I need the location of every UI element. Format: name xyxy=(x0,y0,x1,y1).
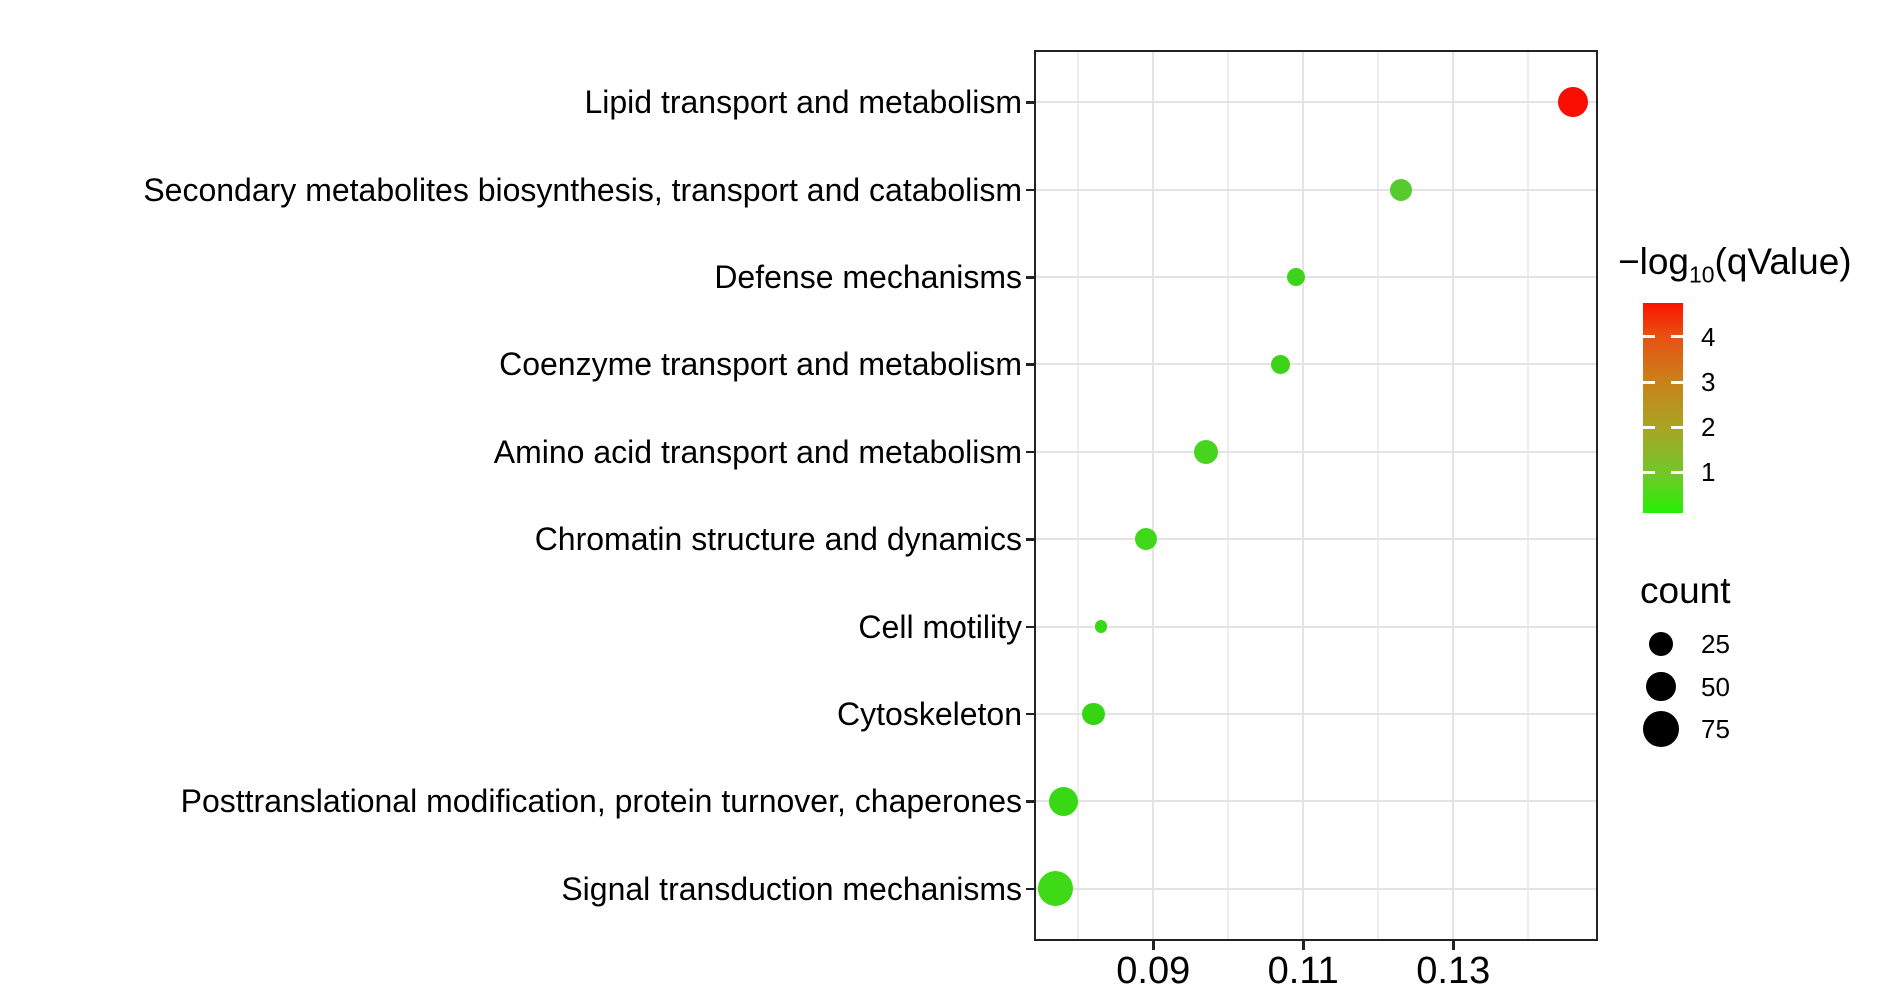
gridline-x-minor xyxy=(1227,52,1230,939)
size-legend-label: 25 xyxy=(1701,629,1730,659)
y-axis-tick-mark xyxy=(1026,712,1034,716)
gridline-y-major xyxy=(1036,625,1596,628)
colorbar-tick-mark xyxy=(1671,470,1683,474)
category-label: Amino acid transport and metabolism xyxy=(493,433,1022,470)
data-point-bubble xyxy=(1081,702,1105,726)
colorbar-tick-mark xyxy=(1671,335,1683,339)
size-legend-label: 75 xyxy=(1701,714,1730,744)
x-axis-tick-label: 0.13 xyxy=(1416,950,1491,992)
gridline-y-major xyxy=(1036,887,1596,890)
gridline-y-major xyxy=(1036,101,1596,104)
data-point-bubble xyxy=(1134,528,1157,551)
gridline-y-major xyxy=(1036,712,1596,715)
y-axis-tick-mark xyxy=(1026,450,1034,454)
y-axis-tick-mark xyxy=(1026,363,1034,366)
y-axis-tick-mark xyxy=(1026,800,1034,803)
data-point-bubble xyxy=(1038,871,1074,906)
gridline-x-major xyxy=(1302,52,1305,939)
x-axis-tick-mark xyxy=(1302,941,1305,950)
category-label: Cytoskeleton xyxy=(837,695,1022,732)
colorbar-tick-label: 2 xyxy=(1701,412,1716,443)
data-point-bubble xyxy=(1094,620,1107,633)
data-point-bubble xyxy=(1048,786,1078,816)
data-point-bubble xyxy=(1271,354,1291,375)
gridline-y-major xyxy=(1036,276,1596,279)
colorbar-tick-mark xyxy=(1671,425,1683,429)
data-point-bubble xyxy=(1286,267,1305,287)
plot-panel xyxy=(1034,50,1598,941)
category-label: Cell motility xyxy=(858,608,1022,645)
category-label: Signal transduction mechanisms xyxy=(561,870,1022,907)
size-legend-label: 50 xyxy=(1701,671,1730,702)
colorbar-tick-mark xyxy=(1671,380,1683,384)
y-axis-tick-mark xyxy=(1026,276,1034,279)
size-legend-dot xyxy=(1649,632,1673,656)
x-axis-tick-mark xyxy=(1452,941,1455,950)
category-label: Defense mechanisms xyxy=(714,259,1022,296)
size-legend-title: count xyxy=(1640,570,1731,611)
category-label: Coenzyme transport and metabolism xyxy=(499,346,1022,383)
gridline-x-minor xyxy=(1527,52,1530,939)
y-axis-tick-mark xyxy=(1026,538,1034,541)
colorbar-tick-label: 1 xyxy=(1701,457,1716,488)
gridline-y-major xyxy=(1036,800,1596,803)
category-label: Posttranslational modification, protein … xyxy=(180,783,1022,820)
gridline-y-major xyxy=(1036,363,1596,366)
color-legend-title: −log10(qValue) xyxy=(1618,241,1852,288)
data-point-bubble xyxy=(1389,178,1412,201)
x-axis-tick-label: 0.09 xyxy=(1116,950,1191,992)
data-point-bubble xyxy=(1558,87,1589,118)
y-axis-tick-mark xyxy=(1026,625,1034,629)
category-label: Chromatin structure and dynamics xyxy=(534,521,1022,558)
data-point-bubble xyxy=(1193,439,1218,464)
colorbar-tick-mark xyxy=(1643,335,1655,339)
colorbar-tick-mark xyxy=(1643,380,1655,384)
y-axis-tick-mark xyxy=(1026,101,1034,104)
colorbar-tick-mark xyxy=(1643,425,1655,429)
gridline-x-major xyxy=(1152,52,1155,939)
colorbar-tick-mark xyxy=(1643,470,1655,474)
gridline-x-minor xyxy=(1377,52,1380,939)
size-legend-dot xyxy=(1646,671,1676,702)
colorbar-tick-label: 3 xyxy=(1701,367,1716,398)
x-axis-tick-mark xyxy=(1152,941,1155,950)
size-legend-dot xyxy=(1643,711,1679,747)
gridline-y-major xyxy=(1036,538,1596,541)
y-axis-tick-mark xyxy=(1026,188,1034,192)
category-label: Secondary metabolites biosynthesis, tran… xyxy=(143,171,1022,208)
gridline-y-major xyxy=(1036,450,1596,453)
plot-area xyxy=(1036,52,1596,939)
colorbar-tick-label: 4 xyxy=(1701,321,1716,352)
gridline-y-major xyxy=(1036,188,1596,191)
x-axis-tick-label: 0.11 xyxy=(1267,950,1339,992)
gridline-x-major xyxy=(1452,52,1455,939)
y-axis-tick-mark xyxy=(1026,887,1034,891)
gridline-x-minor xyxy=(1077,52,1080,939)
category-label: Lipid transport and metabolism xyxy=(584,84,1022,121)
